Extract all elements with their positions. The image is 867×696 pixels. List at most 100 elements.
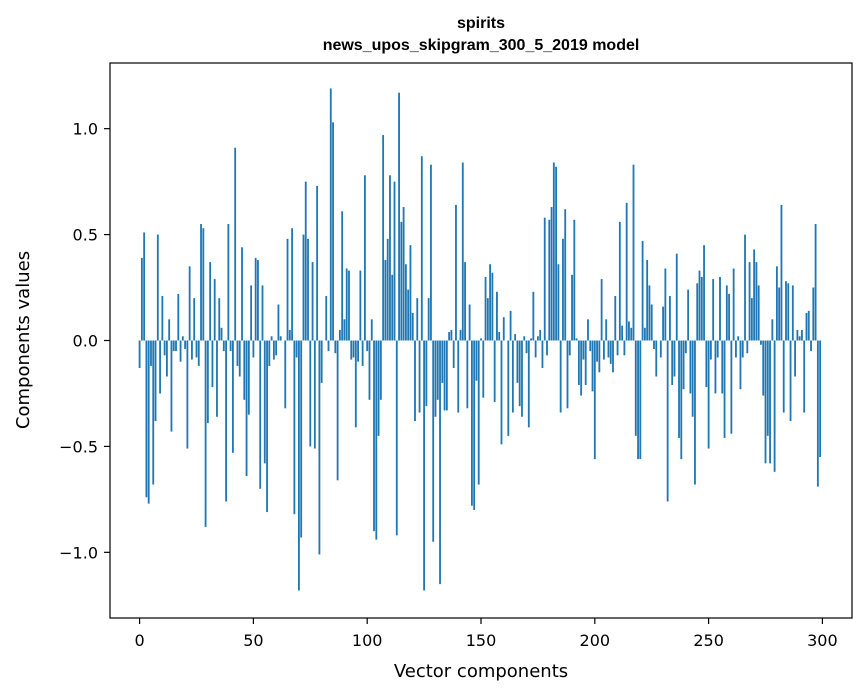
bar	[284, 340, 287, 409]
bar	[628, 321, 630, 341]
bar	[179, 340, 182, 362]
bar	[195, 340, 198, 358]
bar	[748, 262, 751, 341]
bar	[571, 274, 573, 341]
bar	[539, 329, 542, 341]
bar	[712, 279, 715, 341]
bar	[623, 340, 626, 356]
bar	[477, 340, 480, 485]
bar	[559, 340, 562, 413]
plot-frame	[109, 62, 853, 619]
bar	[304, 181, 307, 341]
bar	[598, 340, 601, 373]
bar	[812, 287, 815, 341]
bar	[637, 340, 639, 460]
bar	[527, 340, 530, 428]
bar	[669, 296, 671, 341]
bar	[181, 336, 184, 341]
bar	[475, 340, 478, 381]
bar	[634, 340, 637, 436]
bar	[580, 340, 583, 396]
bar	[218, 298, 221, 341]
bar	[577, 340, 580, 385]
bar	[461, 162, 464, 341]
bar	[236, 340, 239, 366]
bar	[769, 340, 771, 464]
bar	[516, 340, 519, 383]
x-tick-label: 300	[807, 631, 838, 650]
bar	[357, 340, 359, 362]
y-tick-label: −0.5	[59, 437, 98, 456]
bar	[746, 340, 749, 354]
bar	[755, 262, 758, 341]
bar	[414, 340, 416, 421]
bar	[191, 340, 193, 360]
bar	[373, 340, 375, 532]
bar	[404, 264, 407, 341]
bar	[364, 175, 366, 341]
bar	[671, 340, 674, 385]
bar	[366, 340, 369, 352]
bar	[514, 334, 517, 341]
bar	[361, 340, 364, 366]
bar	[145, 340, 148, 498]
bar	[789, 340, 792, 421]
bar	[254, 257, 257, 341]
bar	[548, 219, 551, 341]
y-axis-label: Components values	[13, 251, 34, 429]
bar	[596, 340, 598, 362]
bar	[204, 340, 207, 527]
bar	[445, 340, 448, 411]
bar	[641, 240, 644, 341]
bar	[402, 207, 405, 341]
bar	[238, 340, 241, 377]
bar	[450, 329, 453, 341]
bar	[801, 329, 803, 341]
bar	[723, 340, 726, 438]
bar	[575, 338, 578, 341]
bar	[662, 306, 664, 341]
bar	[227, 223, 230, 341]
bar	[470, 340, 473, 506]
bar	[750, 298, 753, 341]
bar	[625, 202, 628, 341]
bar	[266, 340, 268, 513]
bar	[159, 340, 161, 394]
bar	[530, 338, 532, 341]
bar	[791, 285, 794, 341]
bar	[300, 340, 303, 538]
bar	[184, 340, 187, 349]
bar	[156, 234, 159, 341]
bar	[443, 340, 446, 411]
bar	[807, 310, 810, 341]
bar	[589, 340, 592, 352]
bar	[359, 270, 362, 341]
bar	[202, 228, 205, 341]
bar	[550, 207, 553, 341]
bar	[318, 340, 321, 555]
chart-subtitle: news_upos_skipgram_300_5_2019 model	[323, 37, 640, 54]
bar	[703, 245, 705, 341]
bar	[639, 340, 642, 460]
bar	[523, 336, 526, 341]
bar	[257, 260, 259, 341]
bar	[737, 336, 740, 341]
bar	[200, 223, 202, 341]
bar	[819, 340, 822, 458]
bar	[459, 329, 462, 341]
bar	[753, 249, 756, 341]
bar	[805, 312, 808, 341]
x-tick-label: 0	[134, 631, 144, 650]
bar	[511, 340, 514, 413]
x-tick-label: 200	[580, 631, 611, 650]
bar	[350, 340, 353, 360]
bar	[562, 238, 564, 341]
bar	[525, 340, 528, 354]
bar	[411, 312, 414, 341]
bar	[259, 340, 262, 489]
bar	[555, 166, 558, 341]
bar	[603, 340, 605, 360]
x-tick-label: 50	[243, 631, 263, 650]
bar	[816, 340, 819, 487]
bar	[313, 340, 316, 449]
